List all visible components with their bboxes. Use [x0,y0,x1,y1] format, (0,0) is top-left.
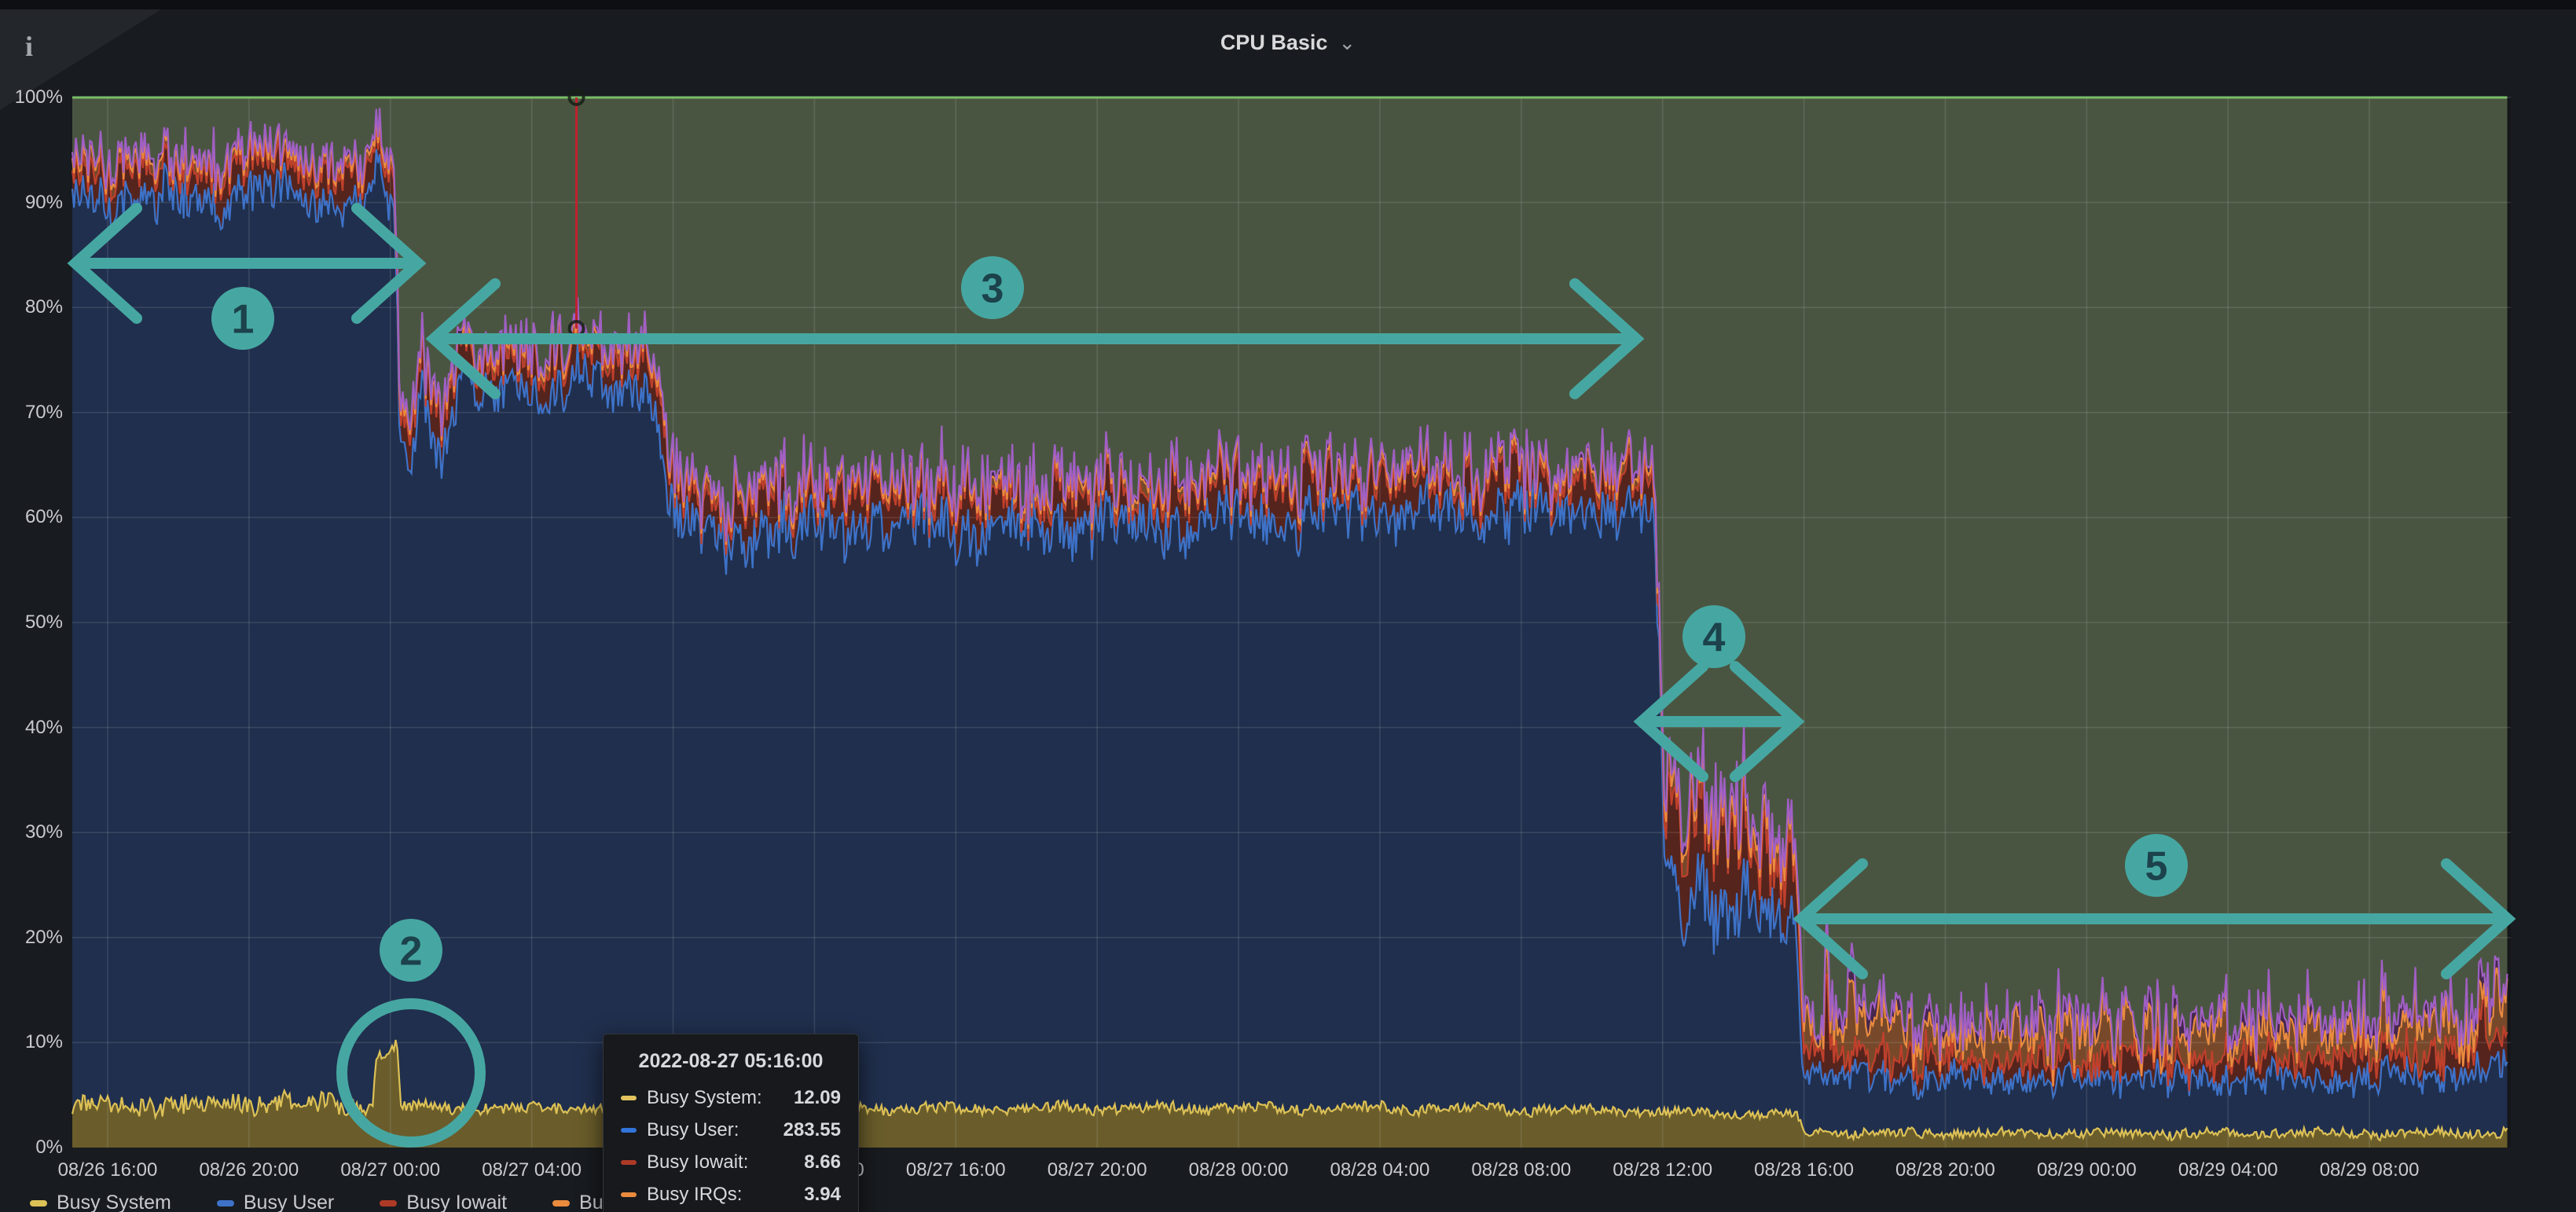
legend-item-busy-iowait[interactable]: Busy Iowait [380,1192,507,1212]
legend-label: Busy User [244,1192,334,1212]
y-axis-label: 70% [3,402,63,424]
tooltip-row: Busy User: 283.55 [621,1119,841,1141]
tooltip-row: Busy Iowait: 8.66 [621,1151,841,1173]
cpu-usage-chart[interactable] [0,9,2576,1212]
y-axis-label: 90% [3,192,63,214]
y-axis-label: 40% [3,717,63,739]
tooltip-value: 8.66 [804,1151,841,1173]
legend-item-busy-system[interactable]: Busy System [30,1192,171,1212]
tooltip-label: Busy Iowait: [647,1151,748,1173]
legend-item-busy-user[interactable]: Busy User [217,1192,334,1212]
legend-label: Busy System [57,1192,171,1212]
page-top-strip [0,0,2576,9]
y-axis-label: 20% [3,927,63,949]
x-axis-label: 08/29 08:00 [2283,1159,2456,1181]
y-axis-label: 30% [3,821,63,843]
legend-swatch [30,1200,47,1206]
legend-swatch [380,1200,397,1206]
tooltip-label: Busy User: [647,1119,739,1141]
y-axis-label: 80% [3,296,63,318]
tooltip-value: 3.94 [804,1184,841,1206]
legend: Busy SystemBusy UserBusy IowaitBusy IRQs [30,1192,673,1212]
y-axis-label: 0% [3,1137,63,1159]
tooltip-swatch [621,1160,637,1165]
tooltip: 2022-08-27 05:16:00 Busy System:12.09Bus… [603,1034,859,1212]
y-axis-label: 10% [3,1031,63,1053]
tooltip-label: Busy IRQs: [647,1184,742,1206]
tooltip-label: Busy System: [647,1087,762,1109]
cpu-basic-panel: i CPU Basic⌄ 0%10%20%30%40%50%60%70%80%9… [0,9,2576,1212]
y-axis-label: 50% [3,612,63,634]
tooltip-swatch [621,1096,637,1100]
tooltip-row: Busy System: 12.09 [621,1087,841,1109]
legend-swatch [552,1200,570,1206]
tooltip-title: 2022-08-27 05:16:00 [621,1050,841,1073]
tooltip-value: 12.09 [794,1087,841,1109]
legend-swatch [217,1200,234,1206]
y-axis-label: 100% [3,86,63,108]
dashboard: i CPU Basic⌄ 0%10%20%30%40%50%60%70%80%9… [0,0,2576,1212]
tooltip-value: 283.55 [783,1119,841,1141]
tooltip-row: Busy IRQs: 3.94 [621,1184,841,1206]
legend-label: Busy Iowait [406,1192,507,1212]
tooltip-swatch [621,1128,637,1133]
tooltip-swatch [621,1192,637,1197]
y-axis-label: 60% [3,506,63,528]
